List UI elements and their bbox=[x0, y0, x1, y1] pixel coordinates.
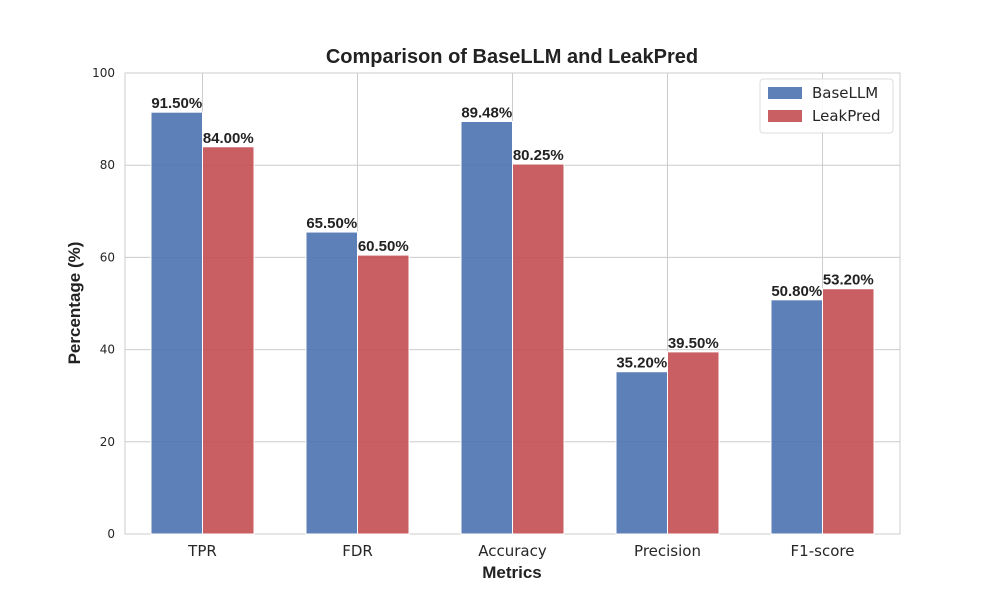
legend-label: LeakPred bbox=[812, 107, 881, 125]
data-label: 53.20% bbox=[823, 272, 874, 289]
data-label: 91.50% bbox=[151, 95, 202, 112]
chart-title: Comparison of BaseLLM and LeakPred bbox=[326, 46, 698, 68]
y-tick-label: 60 bbox=[100, 250, 115, 264]
bar-leakpred bbox=[357, 254, 410, 535]
data-label: 84.00% bbox=[203, 130, 254, 147]
x-tick-label: F1-score bbox=[791, 542, 855, 560]
y-tick-label: 0 bbox=[107, 527, 115, 541]
bar-leakpred bbox=[202, 146, 255, 535]
x-tick-label: Accuracy bbox=[478, 542, 547, 560]
y-tick-label: 80 bbox=[100, 158, 115, 172]
legend-label: BaseLLM bbox=[812, 84, 878, 102]
bar-leakpred bbox=[512, 163, 565, 535]
x-tick-label: FDR bbox=[342, 542, 373, 560]
bar-leakpred bbox=[822, 288, 875, 535]
y-tick-label: 100 bbox=[92, 66, 115, 80]
y-tick-label: 40 bbox=[100, 343, 115, 357]
data-label: 60.50% bbox=[358, 238, 409, 255]
bar-basellm bbox=[150, 111, 203, 535]
bar-basellm bbox=[460, 120, 513, 535]
legend-swatch bbox=[768, 87, 802, 99]
data-label: 65.50% bbox=[306, 215, 357, 232]
y-axis-ticks: 0 20 40 60 80 100 bbox=[92, 66, 115, 541]
x-tick-label: Precision bbox=[634, 542, 701, 560]
bar-basellm bbox=[305, 231, 358, 535]
legend: BaseLLM LeakPred bbox=[759, 78, 894, 134]
x-tick-label: TPR bbox=[187, 542, 217, 560]
bar-basellm bbox=[770, 299, 823, 535]
data-label: 50.80% bbox=[771, 283, 822, 300]
x-axis-ticks: TPR FDR Accuracy Precision F1-score bbox=[187, 542, 854, 560]
y-axis-label: Percentage (%) bbox=[65, 242, 84, 365]
data-label: 80.25% bbox=[513, 147, 564, 164]
data-labels: 91.50% 65.50% 89.48% 35.20% 50.80% 84.00% 60.5… bbox=[151, 95, 873, 372]
data-label: 89.48% bbox=[461, 104, 512, 121]
data-label: 35.20% bbox=[616, 355, 667, 372]
data-label: 39.50% bbox=[668, 335, 719, 352]
bar-leakpred bbox=[667, 351, 720, 535]
bars bbox=[150, 111, 875, 535]
bar-basellm bbox=[615, 371, 668, 535]
y-tick-label: 20 bbox=[100, 435, 115, 449]
x-axis-label: Metrics bbox=[482, 563, 542, 582]
legend-swatch bbox=[768, 110, 802, 122]
